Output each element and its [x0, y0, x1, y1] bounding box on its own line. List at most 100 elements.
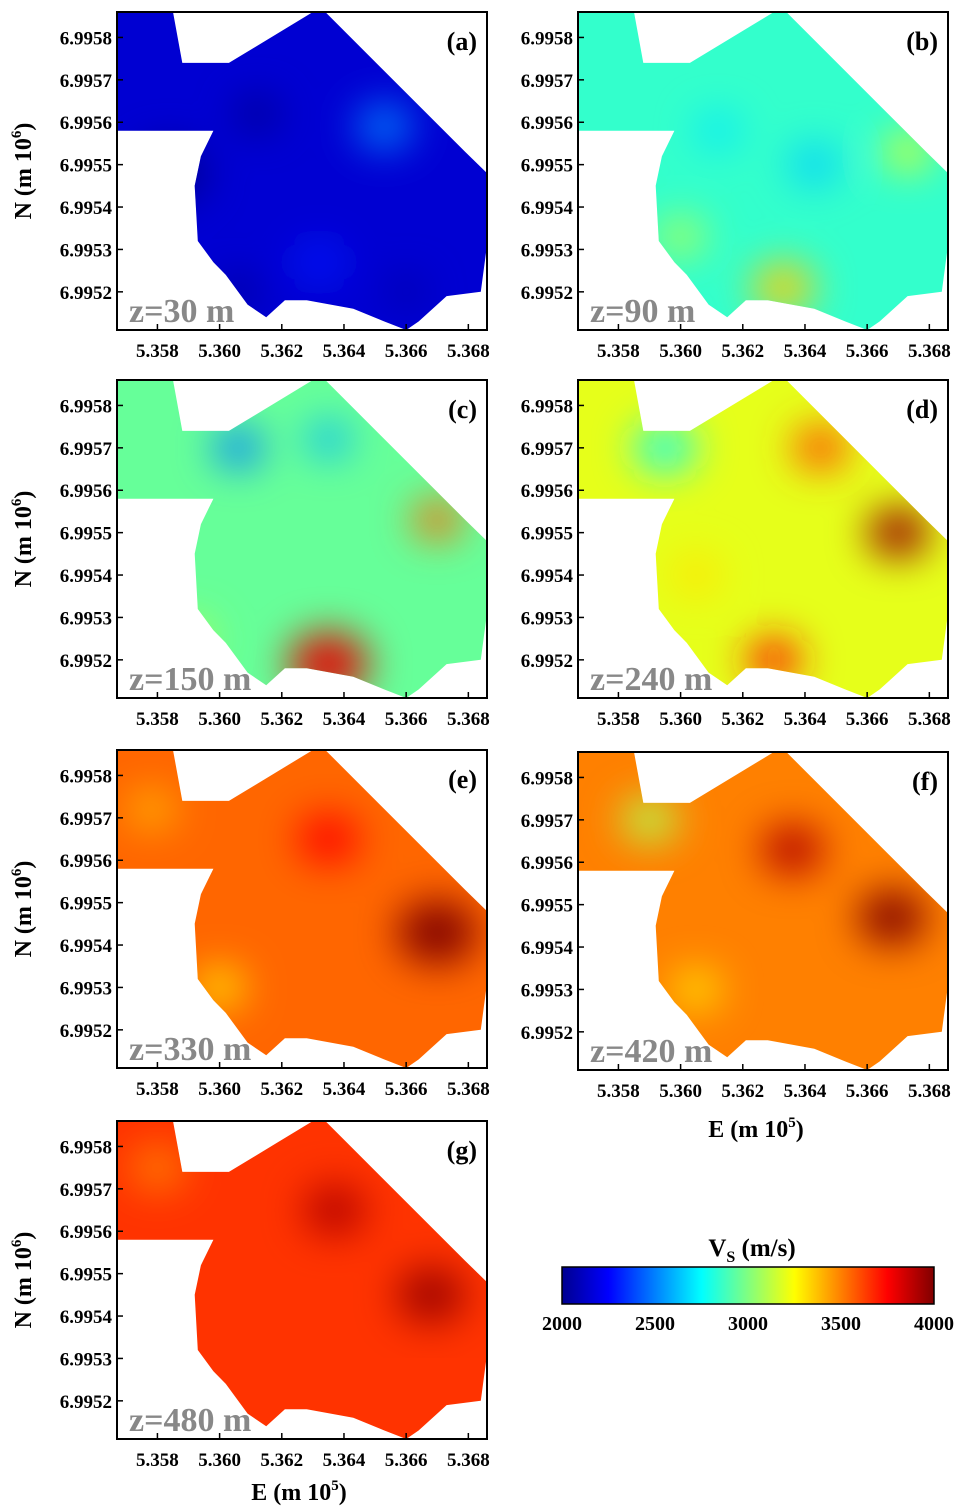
x-tick-label: 5.358 — [597, 341, 640, 362]
y-tick-label: 6.9955 — [521, 896, 573, 917]
y-tick-label: 6.9957 — [521, 71, 574, 92]
y-tick-label: 6.9956 — [521, 853, 573, 874]
y-axis-label: N (m 106) — [9, 491, 37, 588]
panel-c: 6.9958 6.9957 6.9956 6.9955 6.9954 6.9953 6.99… — [9, 379, 490, 730]
y-tick-label: 6.9954 — [60, 936, 113, 957]
vs-anomaly — [213, 427, 264, 468]
x-tick-label: 5.358 — [136, 1079, 179, 1100]
colorbar-tick-label: 2000 — [542, 1313, 582, 1335]
y-tick-label: 6.9953 — [521, 240, 573, 261]
plot-frame — [116, 1120, 488, 1440]
y-tick-label: 6.9956 — [60, 1222, 112, 1243]
y-tick-label: 6.9955 — [521, 156, 573, 177]
vs-anomaly — [671, 969, 722, 1010]
y-tick-label: 6.9952 — [521, 651, 573, 672]
x-tick-label: 5.364 — [784, 341, 827, 362]
x-tick-label: 5.364 — [323, 1450, 366, 1471]
vs-anomaly — [857, 889, 927, 945]
y-tick-label: 6.9953 — [60, 978, 112, 999]
y-axis-label: N (m 106) — [9, 861, 37, 958]
y-tick-label: 6.9952 — [521, 283, 573, 304]
y-tick-label: 6.9958 — [60, 1137, 112, 1158]
x-tick-label: 5.362 — [260, 1450, 303, 1471]
y-tick-label: 6.9956 — [60, 851, 112, 872]
colorbar: VS (m/s) 2000 2500 3000 3500 4000 — [542, 1235, 954, 1335]
x-tick-label: 5.364 — [784, 709, 827, 730]
panel-label: (g) — [447, 1136, 477, 1165]
vs-anomaly — [288, 631, 369, 697]
vs-anomaly — [655, 216, 706, 257]
vs-field — [578, 752, 948, 1070]
x-tick-label: 5.366 — [385, 1079, 428, 1100]
panel-d: 6.9958 6.9957 6.9956 6.9955 6.9954 6.9953 6.99… — [521, 379, 951, 730]
y-tick-label: 6.9954 — [521, 566, 574, 587]
x-axis-label-right: E (m 105) — [708, 1115, 804, 1143]
x-tick-label: 5.364 — [784, 1081, 827, 1102]
y-tick-label: 6.9955 — [521, 524, 573, 545]
y-tick-label: 6.9957 — [521, 439, 574, 460]
vs-field — [117, 1121, 487, 1439]
panel-a: 6.9958 6.9957 6.9956 6.9955 6.9954 6.9953 6.99… — [9, 11, 490, 362]
x-tick-label: 5.358 — [136, 1450, 179, 1471]
depth-label: z=330 m — [129, 1031, 251, 1068]
vs-field — [117, 380, 487, 698]
y-tick-label: 6.9957 — [60, 439, 113, 460]
plot-frame — [577, 379, 949, 699]
x-tick-label: 5.368 — [447, 341, 490, 362]
x-tick-label: 5.360 — [198, 709, 241, 730]
y-tick-label: 6.9953 — [521, 980, 573, 1001]
plot-frame — [116, 749, 488, 1069]
x-tick-label: 5.366 — [385, 1450, 428, 1471]
x-tick-label: 5.368 — [908, 709, 951, 730]
colorbar-gradient — [561, 1266, 935, 1305]
x-tick-label: 5.360 — [659, 341, 702, 362]
colorbar-tick-label: 3500 — [821, 1313, 861, 1335]
x-tick-label: 5.358 — [136, 709, 179, 730]
panel-label: (e) — [448, 765, 477, 794]
vs-anomaly — [745, 637, 802, 683]
vs-anomaly — [132, 143, 208, 203]
x-tick-label: 5.368 — [908, 1081, 951, 1102]
plot-frame — [116, 379, 488, 699]
panel-f: 6.9958 6.9957 6.9956 6.9955 6.9954 6.9953 6.99… — [521, 751, 951, 1102]
x-tick-label: 5.362 — [260, 709, 303, 730]
y-tick-label: 6.9954 — [521, 938, 574, 959]
vs-anomaly — [633, 422, 697, 473]
y-tick-label: 6.9957 — [60, 71, 113, 92]
vs-anomaly — [387, 276, 425, 307]
vs-background — [117, 12, 487, 330]
vs-anomaly — [396, 1267, 466, 1323]
vs-anomaly — [126, 789, 177, 830]
x-axis-label-bottom: E (m 105) — [251, 1478, 347, 1506]
y-tick-label: 6.9955 — [60, 894, 112, 915]
vs-anomaly — [412, 500, 463, 540]
vs-field — [117, 12, 487, 330]
y-tick-label: 6.9952 — [60, 1021, 112, 1042]
y-axis-label: N (m 106) — [9, 123, 37, 220]
y-tick-label: 6.9958 — [60, 766, 112, 787]
vs-anomaly — [761, 824, 824, 875]
x-tick-label: 5.368 — [908, 341, 951, 362]
vs-anomaly — [235, 96, 279, 132]
x-tick-label: 5.364 — [323, 709, 366, 730]
y-tick-label: 6.9954 — [60, 198, 113, 219]
depth-label: z=420 m — [590, 1033, 712, 1070]
y-tick-label: 6.9958 — [521, 768, 573, 789]
colorbar-tick-label: 4000 — [914, 1313, 954, 1335]
y-tick-label: 6.9954 — [60, 1307, 113, 1328]
depth-label: z=90 m — [590, 293, 695, 330]
y-axis-label: N (m 106) — [9, 1232, 37, 1329]
colorbar-ticks: 2000 2500 3000 3500 4000 — [542, 1313, 954, 1335]
vs-anomaly — [396, 899, 478, 965]
vs-anomaly — [297, 814, 360, 864]
vs-anomaly — [752, 262, 815, 313]
vs-anomaly — [671, 555, 722, 595]
x-tick-label: 5.362 — [260, 1079, 303, 1100]
vs-anomaly — [303, 1185, 366, 1235]
depth-label: z=150 m — [129, 661, 251, 698]
plot-frame — [577, 11, 949, 331]
vs-field — [578, 380, 948, 698]
y-tick-label: 6.9952 — [521, 1023, 573, 1044]
panel-label: (c) — [448, 395, 477, 424]
panel-label: (d) — [906, 395, 938, 424]
